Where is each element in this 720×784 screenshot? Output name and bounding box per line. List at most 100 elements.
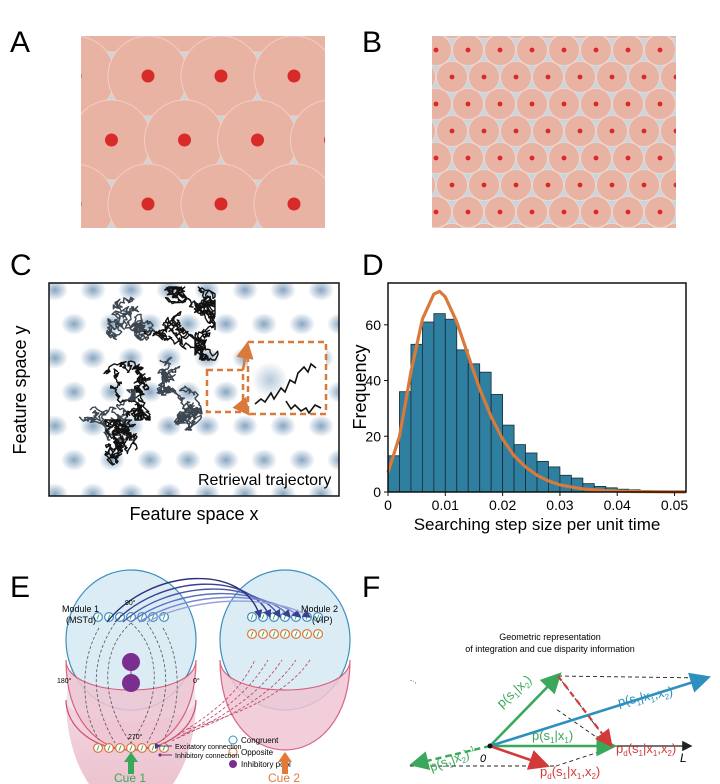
- receptive-field: [664, 223, 676, 228]
- receptive-field: [472, 223, 496, 228]
- neuron-tuning-mark: [140, 745, 144, 751]
- receptive-field: [632, 223, 656, 228]
- attractor-blob: [346, 279, 372, 301]
- neuron-tuning-mark: [96, 614, 100, 620]
- attractor-blob: [270, 415, 296, 437]
- label-p-s1-x1: p(s1|x1): [532, 728, 573, 745]
- field-center: [287, 197, 301, 211]
- field-center: [481, 74, 487, 80]
- attractor-blob: [251, 313, 277, 335]
- receptive-field: [693, 224, 720, 255]
- x-tick-label: 0.02: [489, 497, 516, 513]
- vector-p-s1-x1x2: [489, 672, 711, 748]
- field-center: [514, 21, 519, 26]
- field-center: [642, 21, 647, 26]
- y-tick-label: 20: [365, 428, 381, 444]
- attractor-blob: [327, 449, 339, 471]
- trajectory-segment: [105, 296, 156, 341]
- attractor-blob: [194, 415, 220, 437]
- inhibitory-pool-module1-bottom: [122, 674, 140, 692]
- panel-label-e: E: [10, 571, 30, 604]
- receptive-field: [666, 36, 676, 39]
- field-center: [657, 209, 663, 215]
- vector-pd-bottom: [489, 744, 550, 770]
- field-center: [397, 134, 410, 147]
- receptive-field: [693, 8, 720, 39]
- attractor-blob: [327, 517, 353, 539]
- field-center: [402, 210, 407, 215]
- receptive-field: [660, 61, 676, 93]
- field-center: [105, 6, 118, 19]
- field-center: [465, 155, 471, 161]
- field-center: [497, 101, 503, 107]
- field-center: [561, 101, 567, 107]
- receptive-field: [432, 36, 452, 66]
- field-center: [397, 262, 410, 275]
- angle-180-label: 180°: [57, 677, 72, 685]
- neuron-tuning-mark: [162, 614, 166, 620]
- field-center: [251, 133, 264, 147]
- panel-f-title-line1: Geometric representation: [499, 632, 601, 642]
- field-center: [609, 182, 615, 188]
- field-center: [324, 6, 337, 19]
- field-center: [251, 6, 264, 19]
- field-center: [418, 183, 423, 188]
- receptive-field: [327, 164, 407, 244]
- attractor-blob: [213, 449, 239, 471]
- panel-d-xlabel: Searching step size per unit time: [414, 515, 661, 534]
- field-center: [657, 47, 663, 53]
- panel-d-histogram: 0 0.01 0.02 0.03 0.04 0.05 0 20 40 60 Searching s…: [350, 282, 688, 534]
- attractor-blob: [232, 415, 258, 437]
- attractor-blob: [308, 415, 334, 437]
- receptive-field: [453, 251, 484, 282]
- field-center: [465, 47, 471, 53]
- field-center: [625, 155, 631, 161]
- panel-a-field-grid: [81, 6, 410, 275]
- attractor-blob: [49, 347, 68, 369]
- y-tick-label: 0: [373, 484, 381, 500]
- panel-c-frame: [48, 282, 340, 497]
- receptive-field: [693, 170, 720, 201]
- panel-f-vector-diagram: Geometric representation of integration …: [409, 632, 711, 781]
- attractor-blob: [270, 483, 296, 496]
- trajectory-segment: [173, 385, 203, 431]
- histogram-bar: [490, 394, 504, 493]
- field-center: [433, 101, 439, 107]
- panel-c-zoom-box-small: [205, 368, 245, 414]
- module2-title: Module 2: [301, 604, 338, 614]
- field-center: [658, 264, 663, 269]
- receptive-field: [677, 143, 708, 174]
- receptive-field: [536, 223, 560, 228]
- field-center: [674, 237, 679, 242]
- field-center: [81, 73, 82, 79]
- field-center: [482, 237, 487, 242]
- attractor-blob: [327, 313, 339, 335]
- neuron-tuning-mark: [316, 614, 320, 620]
- receptive-field: [677, 89, 708, 120]
- field-center: [690, 102, 695, 107]
- field-center: [577, 74, 583, 80]
- receptive-field: [485, 251, 516, 282]
- panel-f-title-line2: of integration and cue disparity informa…: [465, 644, 635, 654]
- receptive-field: [405, 224, 436, 255]
- attractor-blob: [61, 517, 87, 539]
- field-center: [625, 209, 631, 215]
- attractor-blob: [365, 517, 391, 539]
- receptive-field: [600, 223, 624, 228]
- field-center: [610, 237, 615, 242]
- field-center: [449, 182, 455, 188]
- receptive-field: [474, 36, 494, 39]
- field-center: [545, 74, 551, 80]
- receptive-field: [432, 120, 436, 142]
- panel-d-frame: [387, 282, 687, 493]
- field-center: [642, 237, 647, 242]
- panel-c-xlabel: Feature space x: [129, 504, 258, 524]
- field-center: [513, 74, 519, 80]
- receptive-field: [660, 169, 676, 201]
- svg-text:Inhibitory connection: Inhibitory connection: [175, 753, 239, 760]
- panel-c-zoom-trajectory: [254, 362, 322, 415]
- svg-text:Congruent: Congruent: [241, 736, 279, 745]
- receptive-field: [389, 251, 420, 282]
- axis-L-label: L: [680, 751, 687, 765]
- field-center: [593, 47, 599, 53]
